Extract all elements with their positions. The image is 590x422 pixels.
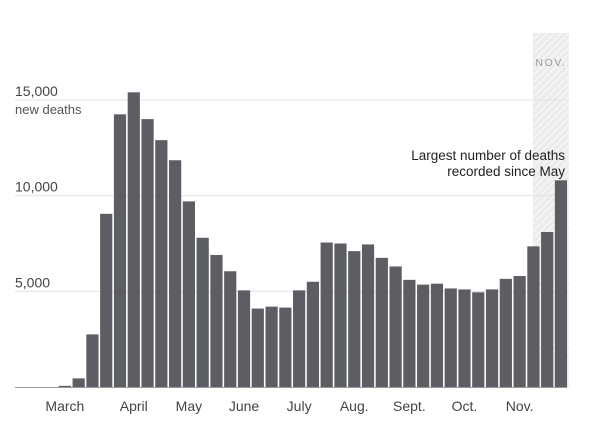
- bar-week-25: [389, 266, 402, 387]
- bar-week-1: [58, 385, 71, 387]
- x-tick-label: May: [176, 398, 202, 414]
- bar-week-35: [527, 246, 540, 387]
- x-tick-label: June: [229, 398, 260, 414]
- annotation-line: recorded since May: [447, 164, 565, 179]
- x-tick-label: Aug.: [340, 398, 369, 414]
- bar-layer: [58, 92, 568, 388]
- bar-week-23: [361, 244, 375, 387]
- y-tick-label: 10,000: [15, 179, 58, 195]
- bar-week-14: [237, 290, 251, 387]
- y-tick-label: 15,000: [15, 83, 58, 99]
- annotation-line: Largest number of deaths: [411, 148, 565, 163]
- x-tick-label: March: [45, 398, 84, 414]
- bar-week-31: [472, 292, 485, 387]
- bar-week-36: [541, 232, 554, 387]
- x-tick-label: Sept.: [393, 398, 426, 414]
- bar-week-30: [458, 289, 471, 387]
- bar-week-21: [334, 243, 347, 387]
- bar-week-28: [430, 283, 444, 387]
- bar-week-7: [141, 119, 154, 388]
- bar-week-8: [155, 140, 168, 387]
- bar-week-18: [293, 290, 306, 387]
- bar-week-27: [417, 284, 430, 387]
- x-tick-label: April: [120, 398, 148, 414]
- y-tick-layer: 5,000 10,000 15,000: [15, 83, 58, 290]
- bar-week-32: [485, 289, 499, 387]
- x-tick-label: July: [287, 398, 312, 414]
- y-axis-label: new deaths: [15, 102, 82, 117]
- highlight-band-label: NOV.: [535, 57, 566, 69]
- bar-week-3: [86, 334, 99, 387]
- bar-week-37: [554, 180, 568, 387]
- bar-week-4: [100, 213, 113, 387]
- x-tick-label: Nov.: [506, 398, 534, 414]
- bar-week-29: [444, 288, 457, 387]
- x-tick-label: Oct.: [452, 398, 478, 414]
- bar-week-24: [375, 257, 388, 387]
- gridline-layer: [15, 99, 568, 292]
- bar-week-13: [224, 271, 237, 387]
- bar-week-33: [499, 278, 512, 387]
- bar-week-20: [320, 242, 333, 387]
- bar-week-11: [196, 237, 209, 387]
- bar-week-19: [306, 281, 320, 387]
- bar-week-26: [403, 279, 416, 387]
- bar-week-15: [251, 308, 264, 387]
- bar-week-17: [279, 307, 292, 387]
- bar-week-16: [265, 306, 278, 387]
- bar-week-9: [169, 160, 182, 387]
- bar-week-6: [127, 92, 140, 388]
- bar-week-5: [113, 114, 127, 387]
- bar-week-12: [210, 254, 223, 387]
- bar-week-22: [348, 251, 361, 387]
- bar-week-2: [72, 378, 85, 387]
- x-tick-layer: March April May June July Aug. Sept. Oct. Nov.: [45, 398, 533, 414]
- bar-week-10: [182, 201, 195, 387]
- y-tick-label: 5,000: [15, 274, 50, 290]
- bar-week-34: [513, 276, 526, 387]
